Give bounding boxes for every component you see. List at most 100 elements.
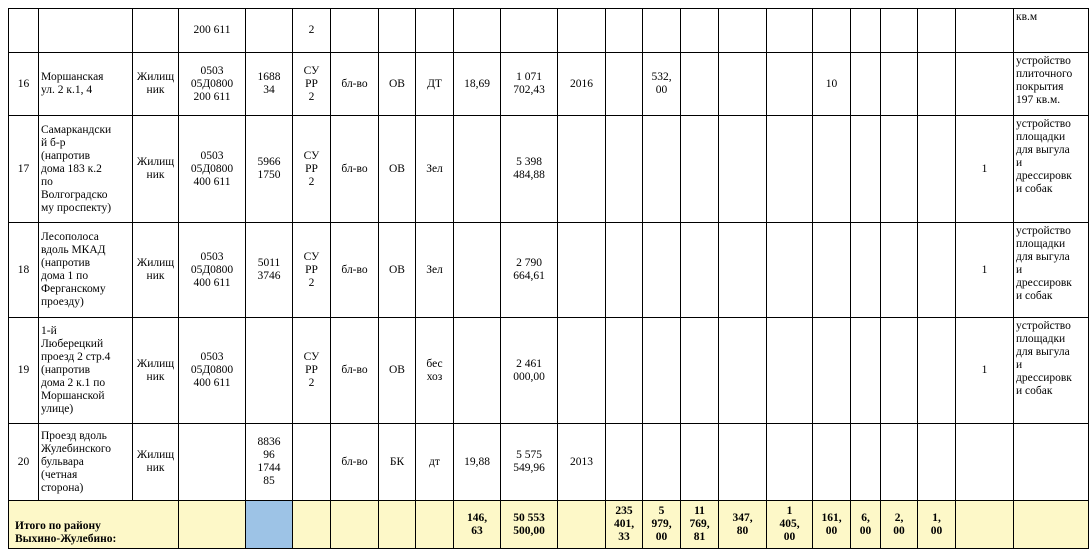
- table-cell: Зел: [415, 222, 454, 318]
- table-cell: [850, 52, 881, 116]
- table-cell: бл-во: [330, 52, 379, 116]
- table-cell: 10: [812, 52, 851, 116]
- table-cell: устройство плиточного покрытия 197 кв.м.: [1013, 52, 1089, 116]
- table-cell: 5966 1750: [245, 115, 293, 223]
- table-cell: [378, 8, 416, 53]
- total-cell: 161, 00: [812, 500, 851, 549]
- table-cell: дт: [415, 423, 454, 501]
- table-cell: 5 398 484,88: [500, 115, 558, 223]
- table-cell: [245, 317, 293, 424]
- table-cell: [680, 115, 719, 223]
- table-row: 17 Самаркандски й б-р (напротив дома 183 …: [8, 115, 1089, 223]
- table-cell: [917, 52, 956, 116]
- table-cell: [955, 52, 1014, 116]
- table-cell: 8836 96 1744 85: [245, 423, 293, 501]
- total-cell: [292, 500, 331, 549]
- table-cell: 1: [955, 317, 1014, 424]
- table-cell: [766, 222, 813, 318]
- table-cell: БК: [378, 423, 416, 501]
- table-cell: 1: [955, 222, 1014, 318]
- table-cell: [850, 423, 881, 501]
- table-cell: СУ РР 2: [292, 52, 331, 116]
- table-cell: устройство площадки для выгула и дрессир…: [1013, 317, 1089, 424]
- table-cell: [605, 8, 643, 53]
- table-cell: [917, 423, 956, 501]
- table-cell: [8, 8, 39, 53]
- table-cell: [812, 8, 851, 53]
- table-cell: [605, 317, 643, 424]
- table-cell: [766, 8, 813, 53]
- table-cell: 2016: [557, 52, 606, 116]
- table-cell: [880, 222, 918, 318]
- table-cell: Моршанская ул. 2 к.1, 4: [38, 52, 133, 116]
- table-cell: [880, 52, 918, 116]
- table-row: 200 611 2 кв.м: [8, 8, 1089, 53]
- table-cell: [605, 115, 643, 223]
- total-cell: 50 553 500,00: [500, 500, 558, 549]
- table-cell: [680, 52, 719, 116]
- total-cell: 235 401, 33: [605, 500, 643, 549]
- table-cell: [415, 8, 454, 53]
- table-cell: 2 461 000,00: [500, 317, 558, 424]
- total-cell: 11 769, 81: [680, 500, 719, 549]
- table-cell: [453, 8, 501, 53]
- table-cell: [557, 115, 606, 223]
- table-cell: 20: [8, 423, 39, 501]
- table-cell: [642, 222, 681, 318]
- table-cell: 5 575 549,96: [500, 423, 558, 501]
- table-cell: 0503 05Д0800 400 611: [178, 317, 246, 424]
- table-cell: [766, 52, 813, 116]
- total-cell: [557, 500, 606, 549]
- table-cell: Жилищ ник: [132, 317, 179, 424]
- total-cell: [178, 500, 246, 549]
- table-cell: 5011 3746: [245, 222, 293, 318]
- total-cell: [330, 500, 379, 549]
- table-cell: 1 071 702,43: [500, 52, 558, 116]
- table-cell: [812, 222, 851, 318]
- table-cell: [453, 222, 501, 318]
- table-cell: [453, 115, 501, 223]
- table-cell: [132, 8, 179, 53]
- table-cell: Лесополоса вдоль МКАД (напротив дома 1 п…: [38, 222, 133, 318]
- table-cell: 19: [8, 317, 39, 424]
- table-cell: [642, 317, 681, 424]
- table-cell: бес хоз: [415, 317, 454, 424]
- table-cell: 2 790 664,61: [500, 222, 558, 318]
- table-cell: [812, 423, 851, 501]
- table-cell: [917, 115, 956, 223]
- table-cell: 16: [8, 52, 39, 116]
- table-cell: [680, 317, 719, 424]
- table-cell: 18: [8, 222, 39, 318]
- table-cell: Проезд вдоль Жулебинского бульвара (четн…: [38, 423, 133, 501]
- table-cell: [1013, 423, 1089, 501]
- table-cell: 0503 05Д0800 400 611: [178, 115, 246, 223]
- table-cell: 19,88: [453, 423, 501, 501]
- table-cell: [38, 8, 133, 53]
- table-cell: СУ РР 2: [292, 317, 331, 424]
- table-row: 18 Лесополоса вдоль МКАД (напротив дома 1…: [8, 222, 1089, 318]
- table-cell: устройство площадки для выгула и дрессир…: [1013, 222, 1089, 318]
- table-cell: [917, 8, 956, 53]
- table-cell: [850, 317, 881, 424]
- table-cell: [605, 423, 643, 501]
- table-cell: [955, 423, 1014, 501]
- total-cell: [1013, 500, 1089, 549]
- table-cell: [680, 8, 719, 53]
- table-cell: ОВ: [378, 317, 416, 424]
- table-cell: [718, 423, 767, 501]
- table-cell: [500, 8, 558, 53]
- table-cell: устройство площадки для выгула и дрессир…: [1013, 115, 1089, 223]
- table-cell: [330, 8, 379, 53]
- table-cell: [955, 8, 1014, 53]
- table-cell: Самаркандски й б-р (напротив дома 183 к.…: [38, 115, 133, 223]
- table-cell: Жилищ ник: [132, 222, 179, 318]
- table-cell: ДТ: [415, 52, 454, 116]
- total-cell: 6, 00: [850, 500, 881, 549]
- table-cell: [453, 317, 501, 424]
- table-row: 19 1-й Люберецкий проезд 2 стр.4 (напроти…: [8, 317, 1089, 424]
- table-cell: [642, 115, 681, 223]
- total-cell: 1 405, 00: [766, 500, 813, 549]
- table-cell: [766, 115, 813, 223]
- table-cell: [880, 8, 918, 53]
- table-cell: [880, 317, 918, 424]
